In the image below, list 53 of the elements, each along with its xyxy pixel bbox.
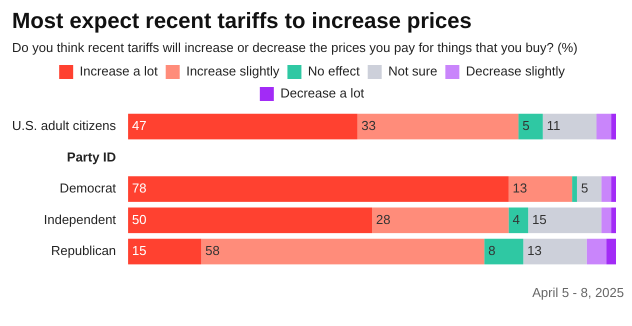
legend-label: Decrease a lot	[280, 86, 365, 101]
bar	[128, 176, 509, 202]
bar	[611, 176, 616, 202]
data-label: 11	[546, 118, 560, 134]
bar	[596, 114, 612, 140]
chart-subtitle: Do you think recent tariffs will increase or decrease the prices you pay for things that you buy? (%)	[12, 40, 579, 55]
y-tick-label: Democrat	[60, 180, 116, 196]
data-label: 78	[132, 180, 147, 196]
legend-label: Not sure	[388, 64, 438, 79]
data-label: 4	[512, 212, 520, 227]
bar	[484, 238, 524, 264]
chart-title: Most expect recent tariffs to increase prices	[12, 8, 473, 34]
bar	[128, 208, 372, 234]
data-label: 13	[512, 180, 528, 196]
bar	[586, 238, 606, 264]
bar	[572, 176, 577, 202]
data-label: 15	[132, 243, 147, 258]
legend-label: No effect	[308, 64, 360, 79]
bar	[576, 176, 602, 202]
bar	[601, 176, 612, 202]
bar	[508, 176, 572, 202]
data-label: 58	[205, 243, 220, 258]
bar	[601, 208, 612, 234]
bar	[508, 208, 528, 234]
y-tick-label: Republican	[51, 243, 116, 258]
bar	[528, 208, 602, 234]
bar	[128, 114, 358, 140]
data-label: 13	[527, 243, 542, 258]
bar	[518, 114, 543, 140]
bar	[542, 114, 596, 140]
text: April 5 - 8, 2025	[531, 285, 624, 300]
bar	[357, 114, 518, 140]
y-tick-label: U.S. adult citizens	[12, 118, 117, 134]
legend-label: Decrease slightly	[466, 64, 566, 79]
data-label: 33	[361, 118, 376, 134]
bar	[606, 238, 616, 264]
bar	[611, 208, 616, 234]
data-label: 28	[376, 212, 390, 227]
bar	[201, 238, 484, 264]
legend-label: Increase a lot	[80, 64, 158, 79]
data-label: 5	[580, 180, 588, 196]
bar	[611, 114, 616, 140]
data-label: 15	[532, 212, 547, 227]
data-label: 5	[522, 118, 530, 134]
data-label: 8	[488, 243, 496, 258]
data-label: 50	[132, 212, 147, 227]
bar	[128, 238, 202, 264]
y-tick-label: Independent	[44, 212, 116, 227]
bar	[523, 238, 587, 264]
data-label: 47	[132, 118, 147, 134]
bar	[372, 208, 509, 234]
y-tick-label: Party ID	[66, 149, 116, 164]
legend-label: Increase slightly	[186, 64, 280, 79]
